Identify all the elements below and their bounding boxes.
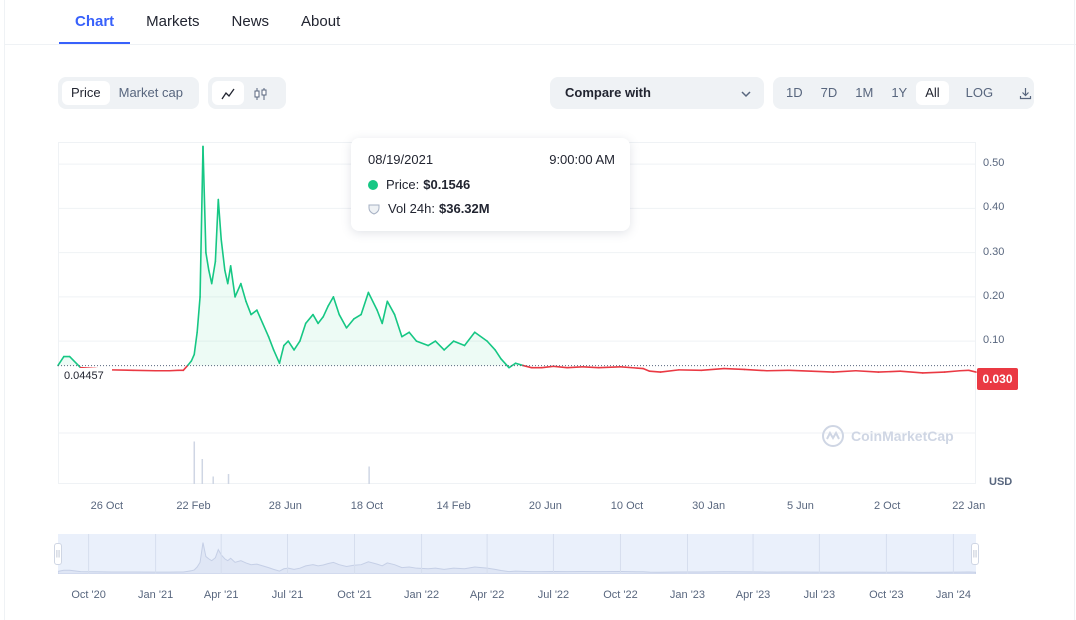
navigator-series xyxy=(58,542,976,574)
tooltip-volume-label: Vol 24h: xyxy=(388,201,435,216)
range-1m-button[interactable]: 1M xyxy=(855,85,874,100)
y-tick-label: 0.30 xyxy=(983,245,1005,258)
download-button[interactable] xyxy=(1010,81,1041,105)
navigator-tick-label: Apr '21 xyxy=(203,589,239,601)
navigator-right-handle[interactable]: || xyxy=(971,543,979,565)
navigator-tick-label: Oct '21 xyxy=(337,589,372,601)
navigator-tick-label: Apr '23 xyxy=(735,589,771,601)
price-tooltip: 08/19/2021 9:00:00 AM Price: $0.1546 Vol … xyxy=(351,138,630,231)
tab-about[interactable]: About xyxy=(301,13,341,30)
x-tick-label: 10 Oct xyxy=(610,500,644,512)
tooltip-volume-row: Vol 24h: $36.32M xyxy=(368,201,490,216)
y-tick-label: 0.20 xyxy=(983,289,1005,302)
range-1y-button[interactable]: 1Y xyxy=(891,85,908,100)
currency-label: USD xyxy=(989,476,1013,488)
tooltip-time: 9:00:00 AM xyxy=(549,152,615,167)
navigator-tick-label: Oct '23 xyxy=(869,589,904,601)
chevron-down-icon xyxy=(740,77,752,109)
x-tick-label: 22 Feb xyxy=(176,500,211,512)
candlestick-icon xyxy=(254,87,267,100)
navigator-tick-label: Jan '23 xyxy=(669,589,706,601)
x-tick-label: 2 Oct xyxy=(873,500,901,512)
navigator-tick-label: Apr '22 xyxy=(469,589,505,601)
volume-shield-icon xyxy=(368,204,380,215)
range-all-button[interactable]: All xyxy=(916,81,949,105)
download-icon xyxy=(1020,88,1032,100)
chart-style-toggle xyxy=(208,77,286,109)
navigator-tick-label: Oct '22 xyxy=(603,589,638,601)
watermark-logo: CoinMarketCap xyxy=(821,424,954,448)
tooltip-date: 08/19/2021 xyxy=(368,152,434,167)
log-scale-button[interactable]: LOG xyxy=(965,85,994,100)
x-tick-label: 14 Feb xyxy=(436,500,471,512)
x-tick-label: 28 Jun xyxy=(268,500,302,512)
tab-bar: Chart Markets News About xyxy=(59,0,356,44)
coinmarketcap-logo-icon xyxy=(822,425,844,447)
tab-news[interactable]: News xyxy=(231,13,270,30)
x-tick-label: 30 Jan xyxy=(692,500,726,512)
compare-label: Compare with xyxy=(565,85,651,100)
navigator-tick-label: Jan '24 xyxy=(935,589,971,601)
range-7d-button[interactable]: 7D xyxy=(820,85,838,100)
candlestick-button[interactable] xyxy=(244,81,278,105)
y-tick-label: 0.40 xyxy=(983,201,1005,214)
price-button[interactable]: Price xyxy=(62,81,110,105)
tab-markets[interactable]: Markets xyxy=(146,13,200,30)
y-tick-label: 0.50 xyxy=(983,157,1005,170)
navigator-tick-label: Oct '20 xyxy=(71,589,106,601)
reference-price-label: 0.04457 xyxy=(60,368,112,384)
compare-dropdown[interactable]: Compare with xyxy=(550,77,764,109)
tooltip-volume-value: $36.32M xyxy=(439,201,490,216)
x-tick-label: 26 Oct xyxy=(90,500,124,512)
tooltip-price-label: Price: xyxy=(386,177,420,192)
navigator-tick-label: Jan '22 xyxy=(403,589,440,601)
x-tick-label: 5 Jun xyxy=(786,500,814,512)
navigator-tick-label: Jan '21 xyxy=(138,589,174,601)
line-chart-button[interactable] xyxy=(212,81,244,105)
tab-divider xyxy=(5,44,1076,45)
range-toggle: 1D 7D 1M 1Y All LOG xyxy=(773,77,1034,109)
line-chart-icon xyxy=(221,88,235,99)
watermark-text: CoinMarketCap xyxy=(851,428,954,444)
navigator-tick-label: Jul '21 xyxy=(271,589,304,601)
tooltip-price-value: $0.1546 xyxy=(423,177,471,192)
navigator-tick-label: Jul '23 xyxy=(803,589,836,601)
tab-chart[interactable]: Chart xyxy=(59,0,131,44)
market-cap-button[interactable]: Market cap xyxy=(118,85,183,100)
navigator-left-handle[interactable]: || xyxy=(54,543,62,565)
range-1d-button[interactable]: 1D xyxy=(786,85,803,100)
x-tick-label: 22 Jan xyxy=(952,500,986,512)
chart-panel xyxy=(4,0,1075,620)
x-tick-label: 18 Oct xyxy=(350,500,384,512)
tooltip-price-row: Price: $0.1546 xyxy=(368,177,470,192)
metric-toggle: Price Market cap xyxy=(58,77,199,109)
price-dot-icon xyxy=(368,179,378,190)
current-price-tag: 0.030 xyxy=(977,368,1018,390)
range-navigator[interactable] xyxy=(58,534,976,574)
x-tick-label: 20 Jun xyxy=(528,500,562,512)
navigator-tick-label: Jul '22 xyxy=(537,589,570,601)
y-tick-label: 0.10 xyxy=(983,334,1005,347)
